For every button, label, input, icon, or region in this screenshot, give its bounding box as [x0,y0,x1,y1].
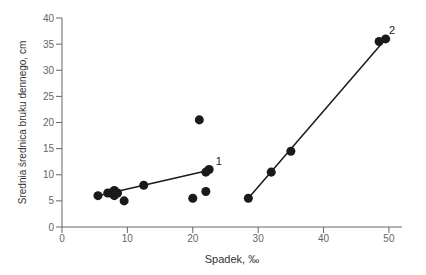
svg-text:20: 20 [43,117,55,128]
svg-text:20: 20 [187,233,199,244]
svg-text:25: 25 [43,91,55,102]
svg-text:10: 10 [122,233,134,244]
svg-text:0: 0 [59,233,65,244]
svg-text:Srednia średnica bruku dennego: Srednia średnica bruku dennego, cm [17,41,28,204]
svg-text:40: 40 [318,233,330,244]
svg-text:30: 30 [43,65,55,76]
svg-text:50: 50 [383,233,395,244]
svg-text:5: 5 [48,195,54,206]
svg-text:1: 1 [216,155,222,167]
svg-text:0: 0 [48,222,54,233]
svg-text:30: 30 [253,233,265,244]
svg-text:Spadek, ‰: Spadek, ‰ [205,253,259,265]
svg-text:15: 15 [43,143,55,154]
svg-text:40: 40 [43,13,55,24]
svg-text:2: 2 [389,24,395,36]
svg-text:10: 10 [43,169,55,180]
svg-text:35: 35 [43,39,55,50]
